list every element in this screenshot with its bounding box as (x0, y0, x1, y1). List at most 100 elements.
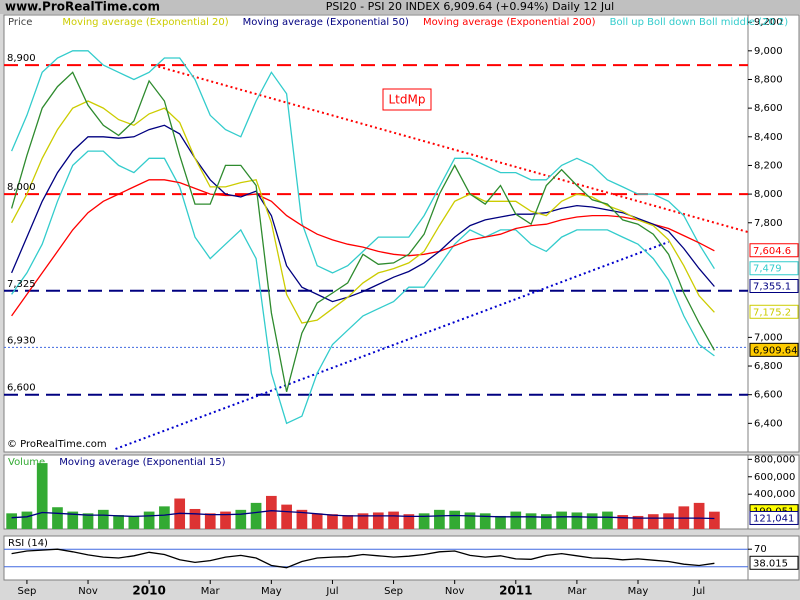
series-line (11, 179, 715, 317)
y-tick-label: 70 (754, 544, 767, 555)
y-tick-label: 9,200 (754, 17, 783, 28)
x-tick-label: Mar (201, 586, 221, 597)
volume-bar (327, 514, 338, 529)
x-tick-label: Nov (445, 586, 465, 597)
volume-bar (510, 511, 522, 529)
trend-line (115, 241, 669, 450)
volume-bar (663, 513, 674, 529)
volume-bar (6, 513, 17, 529)
legend-entry: Moving average (Exponential 15) (59, 457, 225, 468)
y-tick-label: 8,600 (754, 103, 783, 114)
y-tick-label: 8,400 (754, 132, 783, 143)
last-value-label: 38.015 (753, 558, 788, 569)
last-value-label: 7,175.2 (753, 307, 791, 318)
volume-bar (556, 511, 567, 529)
level-label: 6,600 (7, 383, 36, 394)
volume-bar (311, 513, 323, 529)
y-tick-label: 8,200 (754, 160, 783, 171)
trend-line (158, 65, 748, 234)
volume-bar (67, 511, 79, 529)
volume-bar (342, 515, 354, 529)
volume-bar (602, 511, 613, 529)
y-tick-label: 400,000 (754, 489, 795, 500)
plot-area (4, 548, 748, 569)
last-value-label: 7,355.1 (753, 281, 791, 292)
legend-entry: Moving average (Exponential 200) (423, 17, 596, 28)
x-tick-label: 2011 (499, 584, 532, 598)
volume-bar (434, 509, 445, 529)
last-value-label: 7,479 (753, 264, 782, 275)
level-label: 7,325 (7, 279, 36, 290)
y-tick-label: 6,400 (754, 418, 783, 429)
x-tick-label: 2010 (132, 584, 165, 598)
chart-title: PSI20 - PSI 20 INDEX 6,909.64 (+0.94%) D… (326, 0, 614, 13)
volume-bar (632, 515, 644, 529)
y-tick-label: 8,000 (754, 189, 783, 200)
legend-entry: Volume (8, 457, 45, 468)
site-name: www.ProRealTime.com (5, 0, 160, 14)
last-value-box (749, 342, 799, 357)
legend-entry: Moving average (Exponential 50) (243, 17, 409, 28)
x-tick-label: Jul (692, 586, 705, 597)
last-value-label: 6,909.64 (753, 345, 798, 356)
y-tick-label: 600,000 (754, 472, 795, 483)
volume-bar (617, 515, 629, 529)
annotation-box (382, 88, 432, 111)
volume-bar (388, 511, 399, 529)
volume-bar (571, 512, 583, 529)
x-tick-label: May (628, 586, 649, 597)
level-label: 8,900 (7, 53, 36, 64)
series-line (11, 100, 715, 324)
y-tick-label: 7,000 (754, 332, 783, 343)
y-tick-label: 7,800 (754, 218, 783, 229)
legend-entry: RSI (14) (8, 538, 48, 549)
volume-bar (82, 513, 94, 529)
band-upper (11, 50, 715, 274)
x-tick-label: Sep (384, 586, 403, 597)
panel-background (3, 535, 749, 581)
volume-bar (647, 514, 659, 529)
volume-bar (418, 513, 430, 529)
volume-bar (36, 463, 48, 529)
last-value-box (749, 555, 799, 570)
volume-bar (220, 511, 231, 529)
volume-bar (525, 513, 537, 529)
x-tick-label: Sep (17, 586, 36, 597)
axis-background (747, 14, 800, 453)
volume-bar (296, 509, 308, 529)
y-tick-label: 800,000 (754, 454, 795, 465)
band-lower (11, 150, 715, 425)
y-tick-label: 8,800 (754, 74, 783, 85)
volume-bar (204, 513, 216, 529)
volume-bar (159, 506, 170, 529)
volume-bar (693, 502, 705, 529)
series-line (10, 71, 715, 392)
x-tick-label: Mar (567, 586, 587, 597)
x-tick-label: Nov (78, 586, 98, 597)
volume-bar (281, 504, 292, 529)
volume-bar (250, 502, 262, 529)
volume-bar (540, 514, 552, 529)
y-axis-label: Price (8, 17, 32, 28)
legend-entry: Moving average (Exponential 20) (62, 17, 228, 28)
last-value-label: 121,041 (753, 513, 794, 524)
volume-bar (495, 515, 506, 529)
volume-bar (143, 511, 155, 529)
volume-bar (21, 511, 33, 529)
last-value-box (749, 278, 799, 293)
volume-bar (189, 508, 201, 529)
y-tick-label: 9,000 (754, 46, 783, 57)
volume-bar (266, 495, 277, 529)
volume-bar (128, 515, 140, 529)
plot-area (6, 463, 720, 529)
volume-bar (586, 513, 598, 529)
panel-background (3, 14, 749, 453)
x-tick-label: May (261, 586, 282, 597)
last-value-box (749, 304, 799, 319)
volume-bar (479, 513, 491, 529)
volume-bar (52, 507, 63, 529)
series-line (11, 548, 715, 569)
volume-bar (709, 511, 720, 529)
level-label: 6,930 (7, 335, 36, 346)
